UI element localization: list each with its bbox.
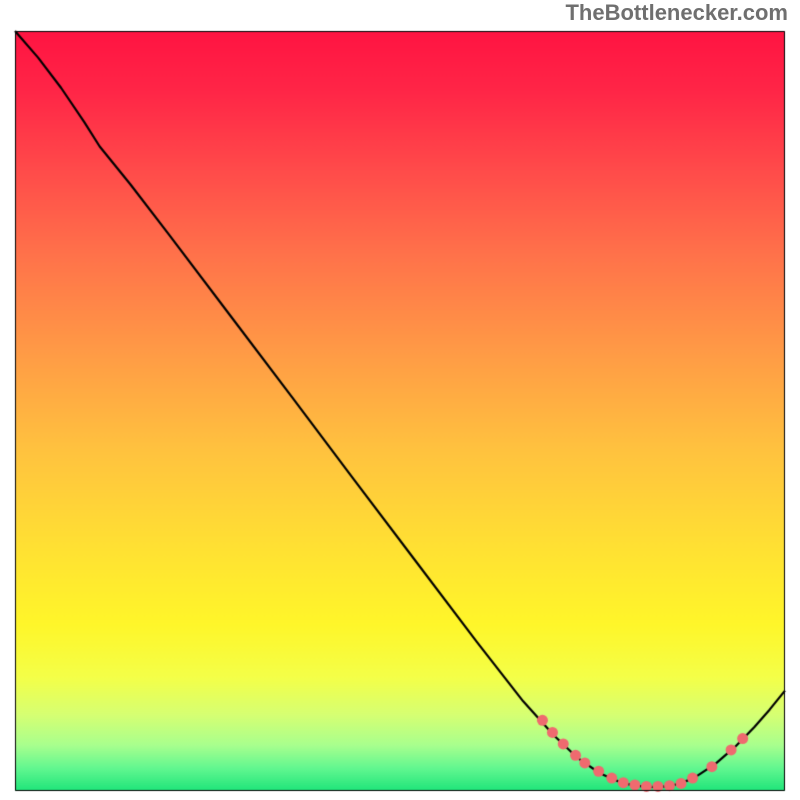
chart-container: TheBottlenecker.com bbox=[0, 0, 800, 800]
chart-canvas bbox=[0, 0, 800, 800]
